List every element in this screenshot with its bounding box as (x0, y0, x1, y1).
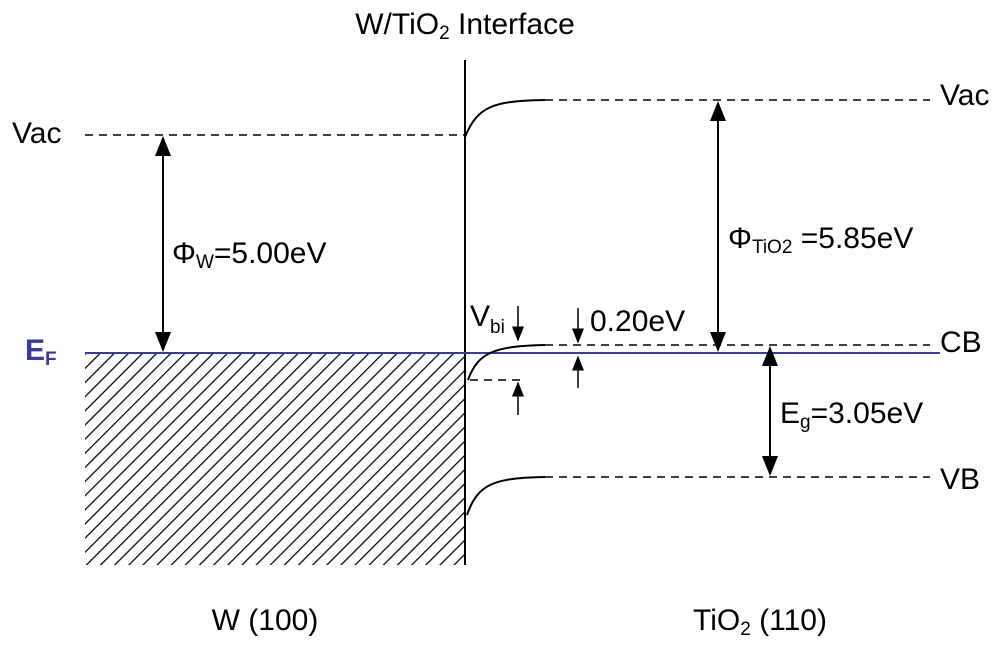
fermi-label: EF (25, 334, 57, 370)
metal-label: W (100) (212, 604, 319, 637)
oxide-vacuum-bending (464, 99, 546, 138)
offset-label: 0.20eV (590, 305, 685, 338)
cb-bending (467, 344, 546, 381)
metal-filled-states (85, 353, 465, 565)
oxide-label: TiO2 (110) (693, 604, 827, 640)
metal-work-function: ΦW=5.00eV (172, 237, 326, 273)
vb-label: VB (940, 463, 980, 496)
oxide-vac-label: Vac (940, 79, 989, 112)
title: W/TiO2 Interface (355, 8, 575, 44)
metal-vac-label: Vac (12, 117, 61, 150)
oxide-work-function: ΦTiO2 =5.85eV (728, 222, 913, 258)
band-gap: Eg=3.05eV (780, 397, 923, 433)
vb-bending (466, 476, 546, 516)
cb-label: CB (940, 326, 982, 359)
built-in-potential: Vbi (470, 300, 505, 338)
